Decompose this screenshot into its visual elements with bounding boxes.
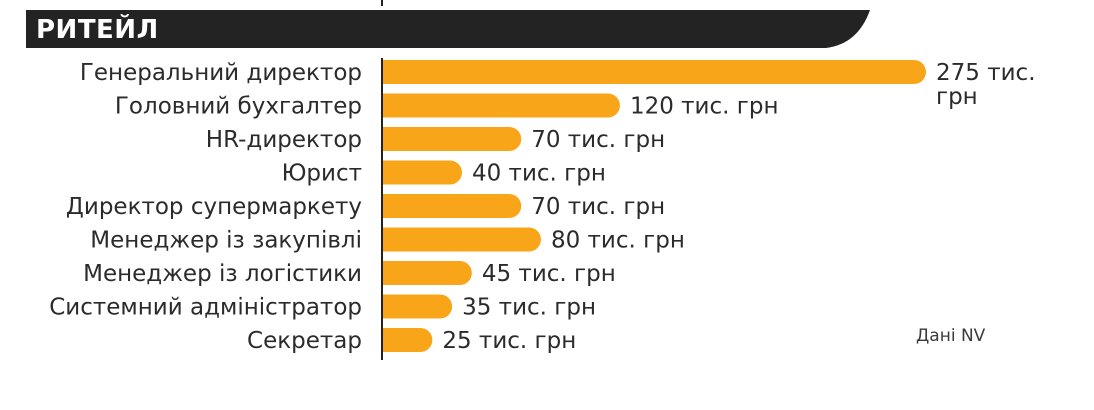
category-label: HR-директор [206, 127, 362, 153]
category-label: Юрист [282, 161, 362, 187]
bar [383, 261, 472, 285]
value-label: 25 тис. грн [442, 328, 576, 354]
category-label: Системний адміністратор [49, 295, 362, 321]
source-note: Дані NV [916, 326, 986, 346]
category-label: Менеджер із логістики [83, 261, 362, 287]
value-label: 275 тис. [936, 60, 1036, 86]
page-title: РИТЕЙЛ [36, 15, 159, 45]
value-label: 70 тис. грн [531, 127, 665, 153]
bar [383, 60, 926, 84]
value-label: 40 тис. грн [472, 161, 606, 187]
value-label: 45 тис. грн [482, 261, 616, 287]
value-label: 35 тис. грн [462, 295, 596, 321]
bar [383, 294, 453, 319]
bar [383, 160, 462, 185]
bar [383, 227, 541, 252]
category-label: Генеральний директор [80, 60, 362, 86]
category-label: Головний бухгалтер [115, 94, 362, 120]
category-label: Секретар [247, 328, 362, 354]
value-label: 80 тис. грн [551, 228, 685, 254]
header-banner [26, 10, 870, 48]
category-label: Директор супермаркету [66, 194, 362, 220]
value-label: грн [936, 84, 978, 110]
bar [383, 328, 433, 352]
value-label: 70 тис. грн [531, 194, 665, 220]
bar [383, 93, 620, 118]
value-label: 120 тис. грн [630, 94, 779, 120]
category-label: Менеджер із закупівлі [90, 228, 362, 254]
bar [383, 194, 522, 218]
bars-layer: Генеральний директор 275 тис.грн Головний … [49, 60, 1036, 354]
bar [383, 127, 522, 151]
